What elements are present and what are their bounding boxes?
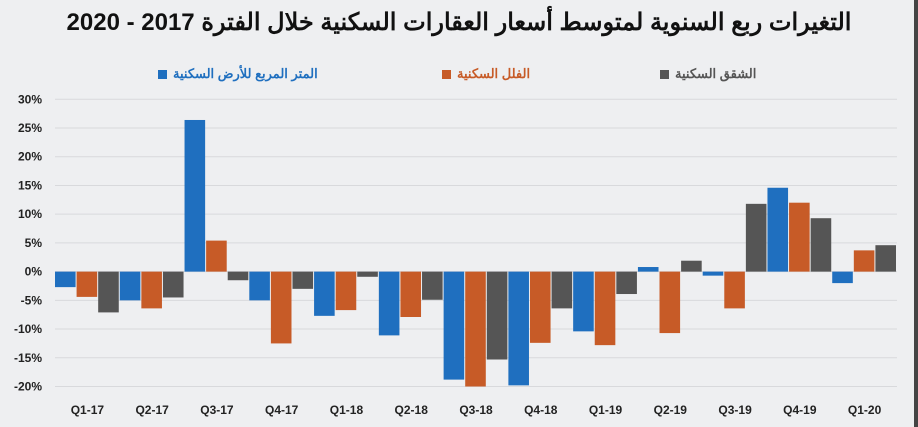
bar <box>810 218 832 272</box>
y-tick-label: 0% <box>25 265 43 279</box>
bar <box>119 271 141 301</box>
x-tick-label: Q2-19 <box>654 403 688 417</box>
bar <box>594 271 616 346</box>
bar <box>637 267 659 272</box>
legend-swatch-icon <box>158 69 167 79</box>
frame-border <box>914 0 918 427</box>
x-tick-label: Q1-18 <box>330 403 364 417</box>
bar <box>508 271 529 386</box>
legend-item-villas: الفلل السكنية <box>442 66 530 82</box>
bar <box>270 271 292 344</box>
y-tick-label: 10% <box>18 207 42 221</box>
bar <box>659 271 681 334</box>
bar <box>335 271 357 311</box>
bar <box>875 245 896 272</box>
bar <box>227 271 249 281</box>
x-tick-label: Q3-18 <box>459 403 493 417</box>
y-tick-label: -10% <box>14 322 42 336</box>
bar <box>616 271 637 295</box>
y-tick-label: -20% <box>14 380 42 394</box>
bar <box>681 260 702 272</box>
bar <box>314 271 335 316</box>
bar <box>789 202 810 272</box>
bar <box>378 271 400 336</box>
x-tick-label: Q1-20 <box>848 403 882 417</box>
bar <box>357 271 378 277</box>
x-tick-label: Q3-17 <box>200 403 234 417</box>
x-tick-label: Q4-18 <box>524 403 558 417</box>
bar <box>724 271 745 309</box>
bar <box>443 271 465 380</box>
bar <box>55 271 76 288</box>
y-tick-label: 25% <box>18 121 42 135</box>
bar <box>162 271 184 298</box>
y-tick-label: -5% <box>21 293 43 307</box>
legend-swatch-icon <box>660 69 669 79</box>
legend-item-land: المتر المربع للأرض السكنية <box>158 66 318 82</box>
x-tick-label: Q4-19 <box>783 403 817 417</box>
bar <box>184 119 206 272</box>
legend-swatch-icon <box>442 69 451 79</box>
legend-label: الفلل السكنية <box>457 66 531 81</box>
legend-label: المتر المربع للأرض السكنية <box>173 66 318 81</box>
x-tick-label: Q1-19 <box>589 403 623 417</box>
y-tick-label: 30% <box>18 92 42 106</box>
bar <box>98 271 119 313</box>
x-tick-label: Q2-18 <box>395 403 429 417</box>
bar <box>400 271 422 317</box>
bar <box>465 271 486 387</box>
bar <box>249 271 270 301</box>
bar <box>832 271 853 284</box>
y-tick-label: 20% <box>18 150 42 164</box>
y-tick-label: 15% <box>18 178 42 192</box>
bar <box>573 271 594 332</box>
bar <box>206 240 227 272</box>
bar <box>853 250 875 272</box>
x-tick-label: Q1-17 <box>71 403 105 417</box>
bar <box>76 271 98 297</box>
y-tick-label: -15% <box>14 351 42 365</box>
bar <box>422 271 443 300</box>
x-tick-label: Q3-19 <box>718 403 752 417</box>
legend-item-apartments: الشقق السكنية <box>660 66 756 82</box>
bar <box>486 271 508 360</box>
x-tick-label: Q2-17 <box>135 403 169 417</box>
legend-label: الشقق السكنية <box>675 66 757 81</box>
bar <box>141 271 162 309</box>
bar <box>529 271 551 343</box>
y-tick-label: 5% <box>25 236 43 250</box>
bar <box>551 271 573 309</box>
chart-title: التغيرات ربع السنوية لمتوسط أسعار العقار… <box>66 9 852 36</box>
bar <box>702 271 724 276</box>
bar <box>292 271 314 289</box>
bar <box>767 187 789 272</box>
x-tick-label: Q4-17 <box>265 403 299 417</box>
bar <box>745 203 767 272</box>
